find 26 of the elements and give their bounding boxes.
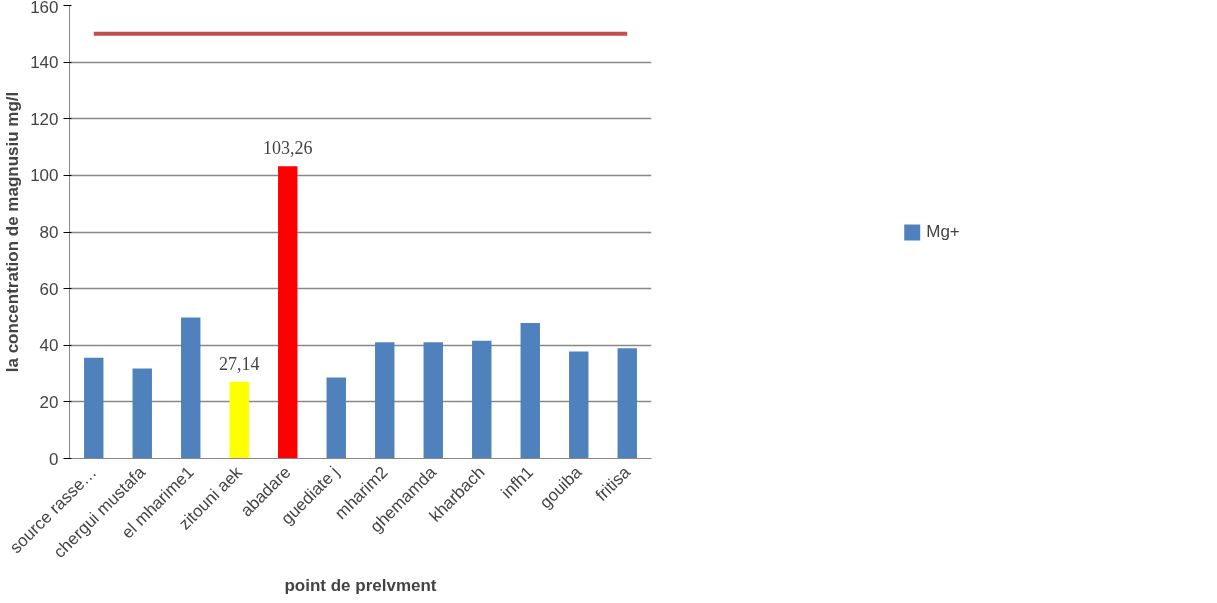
y-tick-label: 40 (39, 336, 59, 356)
y-tick-label: 20 (39, 392, 59, 412)
y-tick-label: 140 (30, 53, 59, 73)
bar (84, 357, 104, 459)
y-tick-label: 160 (30, 0, 59, 17)
y-tick-label: 80 (39, 223, 59, 242)
bar (229, 381, 249, 459)
bar (423, 342, 443, 459)
data-label: 27,14 (219, 353, 260, 374)
bar (472, 340, 492, 459)
bar (375, 342, 395, 459)
y-tick-label: 100 (30, 166, 59, 186)
bar (326, 377, 346, 459)
bar (617, 348, 637, 459)
bar (569, 351, 589, 459)
bar (278, 166, 298, 459)
bar (520, 322, 540, 459)
data-label: 103,26 (263, 138, 313, 159)
y-axis-title: la concentration de magnusiu mg/l (3, 91, 23, 373)
y-tick-label: 120 (30, 109, 59, 129)
y-tick-label: 0 (49, 449, 59, 469)
legend-label: Mg+ (926, 221, 960, 242)
bar (132, 368, 152, 459)
y-tick-label: 60 (39, 279, 59, 299)
bar (181, 317, 201, 459)
x-axis-title: point de prelvment (284, 576, 437, 596)
